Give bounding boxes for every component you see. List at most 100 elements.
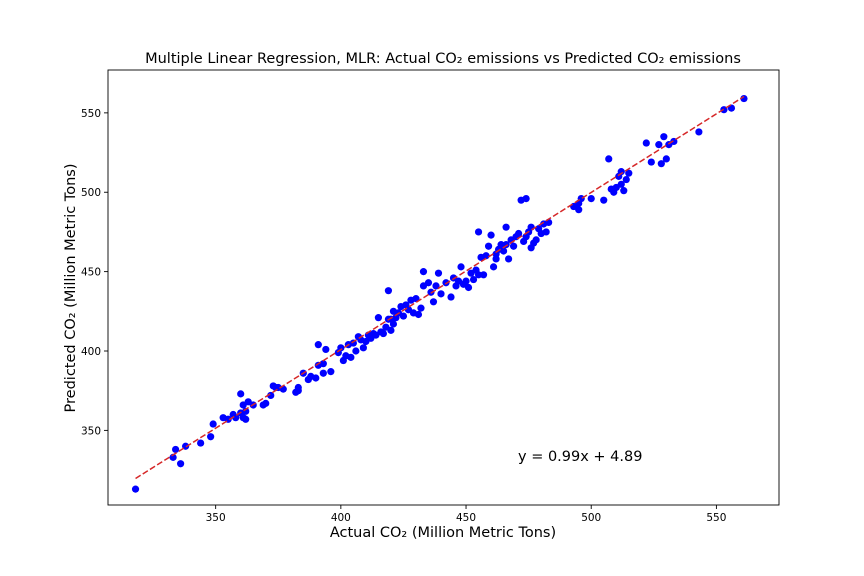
- plot-area: [107, 69, 780, 506]
- data-point: [695, 128, 703, 136]
- regression-fit-line: [135, 95, 745, 480]
- data-point: [740, 94, 748, 103]
- data-point: [527, 223, 535, 231]
- data-point: [657, 160, 665, 168]
- data-point: [379, 329, 388, 338]
- data-point: [319, 360, 327, 368]
- data-point: [242, 415, 250, 423]
- scatter-points: [131, 94, 748, 493]
- x-tick-label: 350: [206, 512, 226, 524]
- data-point: [399, 312, 408, 320]
- data-point: [242, 407, 250, 415]
- data-point: [447, 293, 455, 301]
- data-point: [655, 141, 663, 149]
- x-tick-label: 450: [456, 512, 476, 524]
- data-point: [437, 290, 445, 298]
- data-point: [660, 133, 668, 141]
- data-point: [414, 310, 423, 319]
- data-point: [347, 353, 355, 361]
- data-point: [499, 247, 508, 255]
- data-point: [647, 158, 655, 166]
- data-point: [617, 180, 625, 188]
- data-point: [484, 242, 493, 250]
- data-point: [131, 485, 140, 493]
- data-point: [374, 314, 382, 322]
- data-point: [474, 271, 483, 279]
- data-point: [617, 168, 625, 176]
- data-point: [625, 169, 633, 177]
- plot-frame: [107, 69, 780, 506]
- chart-title: Multiple Linear Regression, MLR: Actual …: [145, 51, 741, 67]
- data-point: [489, 263, 498, 271]
- data-point: [600, 196, 608, 204]
- y-tick-label: 500: [81, 187, 101, 199]
- data-point: [169, 453, 177, 461]
- data-point: [262, 399, 270, 407]
- data-point: [412, 295, 420, 303]
- x-axis-ticks: 350 400 450 500 550: [206, 505, 726, 524]
- regression-equation: y = 0.99x + 4.89: [518, 449, 642, 465]
- data-point: [389, 320, 398, 328]
- data-point: [312, 374, 320, 382]
- data-point: [197, 439, 205, 447]
- data-point: [502, 223, 510, 231]
- data-point: [337, 344, 345, 352]
- data-point: [587, 194, 595, 203]
- data-point: [515, 229, 523, 238]
- data-point: [352, 347, 360, 355]
- data-point: [575, 206, 583, 214]
- data-point: [322, 345, 330, 354]
- x-tick-label: 400: [331, 512, 351, 524]
- data-point: [177, 460, 185, 468]
- x-axis-label: Actual CO₂ (Million Metric Tons): [330, 525, 556, 541]
- data-point: [237, 390, 245, 398]
- data-point: [464, 283, 473, 292]
- data-point: [384, 287, 393, 295]
- y-tick-label: 550: [81, 108, 101, 120]
- data-point: [172, 445, 180, 454]
- data-point: [417, 304, 425, 312]
- data-point: [509, 242, 518, 250]
- data-point: [457, 263, 465, 271]
- data-point: [327, 368, 335, 376]
- data-point: [474, 228, 483, 236]
- data-point: [387, 326, 395, 334]
- data-point: [487, 231, 495, 239]
- data-point: [605, 155, 613, 163]
- data-point: [642, 139, 650, 147]
- data-point: [479, 271, 488, 279]
- y-axis-ticks: 350 400 450 500 550: [81, 108, 108, 437]
- data-point: [359, 344, 367, 352]
- data-point: [267, 391, 275, 400]
- data-point: [207, 433, 215, 441]
- data-point: [522, 194, 530, 203]
- data-point: [497, 241, 505, 249]
- data-point: [492, 255, 500, 263]
- data-point: [542, 228, 550, 236]
- data-point: [505, 255, 513, 263]
- y-tick-label: 450: [81, 267, 101, 279]
- data-point: [419, 268, 428, 276]
- y-axis-label: Predicted CO₂ (Million Metric Tons): [63, 164, 79, 413]
- y-tick-label: 400: [81, 346, 101, 358]
- data-point: [469, 275, 478, 284]
- data-point: [622, 175, 630, 184]
- data-point: [434, 269, 443, 277]
- y-tick-label: 350: [81, 425, 101, 437]
- data-point: [424, 279, 433, 287]
- data-point: [319, 369, 327, 377]
- x-tick-label: 500: [581, 512, 601, 524]
- data-point: [432, 282, 440, 290]
- x-tick-label: 550: [706, 512, 726, 524]
- data-point: [482, 252, 490, 260]
- data-point: [532, 236, 540, 244]
- data-point: [462, 277, 470, 285]
- data-point: [314, 341, 322, 349]
- data-point: [232, 414, 240, 422]
- data-point: [662, 155, 670, 163]
- data-point: [620, 187, 628, 195]
- data-point: [209, 420, 217, 428]
- data-point: [294, 383, 302, 392]
